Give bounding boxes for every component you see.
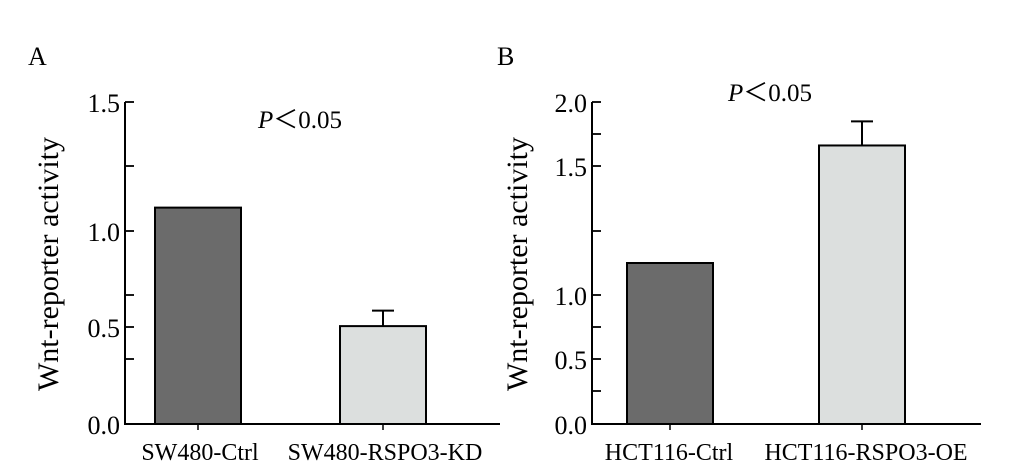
p-threshold-a: ＜0.05 [273,107,342,134]
p-value-annotation-b: P＜0.05 [727,80,812,107]
panel-b: B Wnt-reporter activity P＜0.05 0.0 0.5 1.0… [497,42,981,466]
p-threshold-b: ＜0.05 [743,80,812,107]
bars-b [626,120,906,425]
p-italic-b: P [727,80,743,107]
y-tick-label-a: 0.0 [88,411,121,440]
panel-label-a: A [28,42,47,71]
y-tick-label-b: 1.5 [555,153,588,182]
category-label-a-1: SW480-Ctrl [141,440,259,466]
y-axis-label-a: Wnt-reporter activity [32,137,65,391]
bar-b-2 [818,144,906,425]
category-label-a-2: SW480-RSPO3-KD [288,440,483,466]
y-tick-label-a: 1.5 [88,89,121,118]
axes-a: 0.0 0.5 1.0 1.5 SW480-Ctrl SW480-RSPO3-KD [88,89,500,466]
axes-b: 0.0 0.5 1.0 1.5 2.0 HCT116-Ctrl HCT116-RSPO3-O… [555,89,981,466]
category-label-b-2: HCT116-RSPO3-OE [764,440,967,466]
y-axis-label-b: Wnt-reporter activity [501,137,534,391]
bar-a-2 [339,325,427,425]
bars-a [154,206,427,425]
y-tick-label-b: 0.0 [555,411,588,440]
y-tick-label-b: 1.0 [555,282,588,311]
p-value-annotation-a: P＜0.05 [257,107,342,134]
y-tick-label-b: 2.0 [555,89,588,118]
p-italic-a: P [257,107,273,134]
y-tick-label-a: 0.5 [88,314,121,343]
panel-a: A Wnt-reporter activity P＜0.05 0.0 0.5 1.0… [28,42,500,466]
panel-label-b: B [497,42,514,71]
category-label-b-1: HCT116-Ctrl [605,440,734,466]
y-tick-label-b: 0.5 [555,346,588,375]
y-tick-label-a: 1.0 [88,218,121,247]
bar-b-1 [626,262,714,425]
bar-a-1 [154,206,242,425]
